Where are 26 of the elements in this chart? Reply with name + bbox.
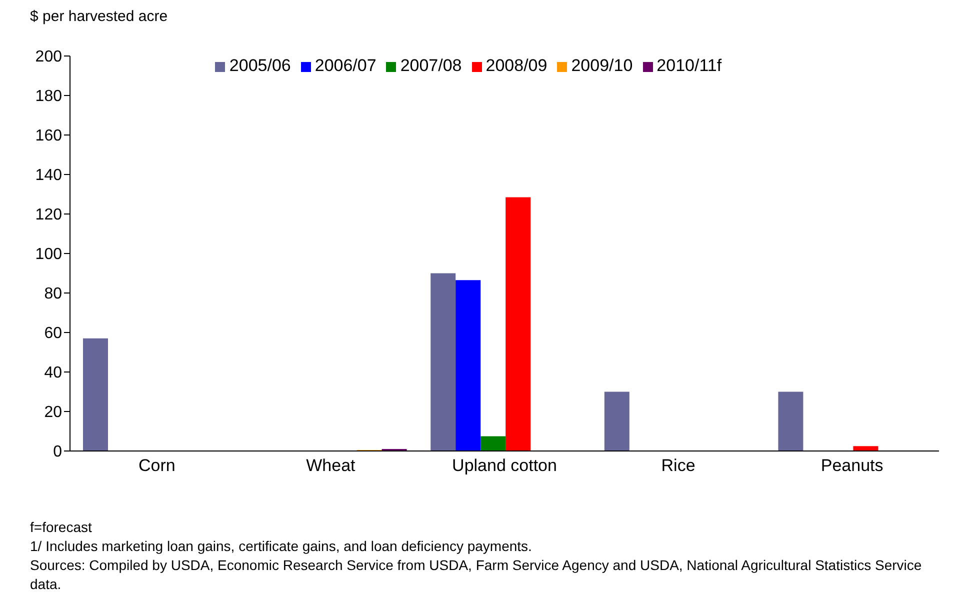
legend-label: 2007/08 [400, 56, 462, 75]
legend-label: 2005/06 [229, 56, 291, 75]
y-tick-label: 0 [53, 444, 62, 461]
y-tick-label: 180 [35, 88, 62, 106]
y-tick-label: 100 [35, 246, 62, 264]
x-tick-label: Corn [138, 456, 176, 476]
y-tick-label: 120 [35, 206, 62, 224]
y-tick-label: 40 [44, 364, 62, 382]
text: 1/ Includes marketing loan gains, certificate gains, and loan deficiency payments. [30, 537, 533, 556]
y-axis-title: $ per harvested acre [30, 8, 169, 26]
legend-label: 2006/07 [314, 56, 376, 75]
legend-label: 2008/09 [486, 56, 548, 75]
text: f=forecast [30, 518, 93, 537]
legend-label: 2009/10 [571, 56, 633, 75]
x-tick-label: Peanuts [820, 456, 884, 476]
y-tick-label: 160 [35, 128, 62, 145]
x-tick-label: Wheat [306, 456, 356, 476]
x-tick-label: Upland cotton [452, 456, 557, 476]
y-tick-label: 140 [35, 167, 62, 184]
y-tick-label: 200 [35, 48, 62, 66]
source-note: Sources: Compiled by USDA, Economic Research Service from USDA, Farm Service Agency and USDA, National Agricultural Statistics Service data. [30, 556, 923, 594]
y-tick-label: 20 [44, 404, 62, 422]
y-tick-label: 80 [44, 286, 62, 303]
x-tick-label: Rice [661, 456, 696, 476]
legend-label: 2010/11f [656, 56, 722, 75]
y-tick-label: 60 [44, 325, 62, 342]
